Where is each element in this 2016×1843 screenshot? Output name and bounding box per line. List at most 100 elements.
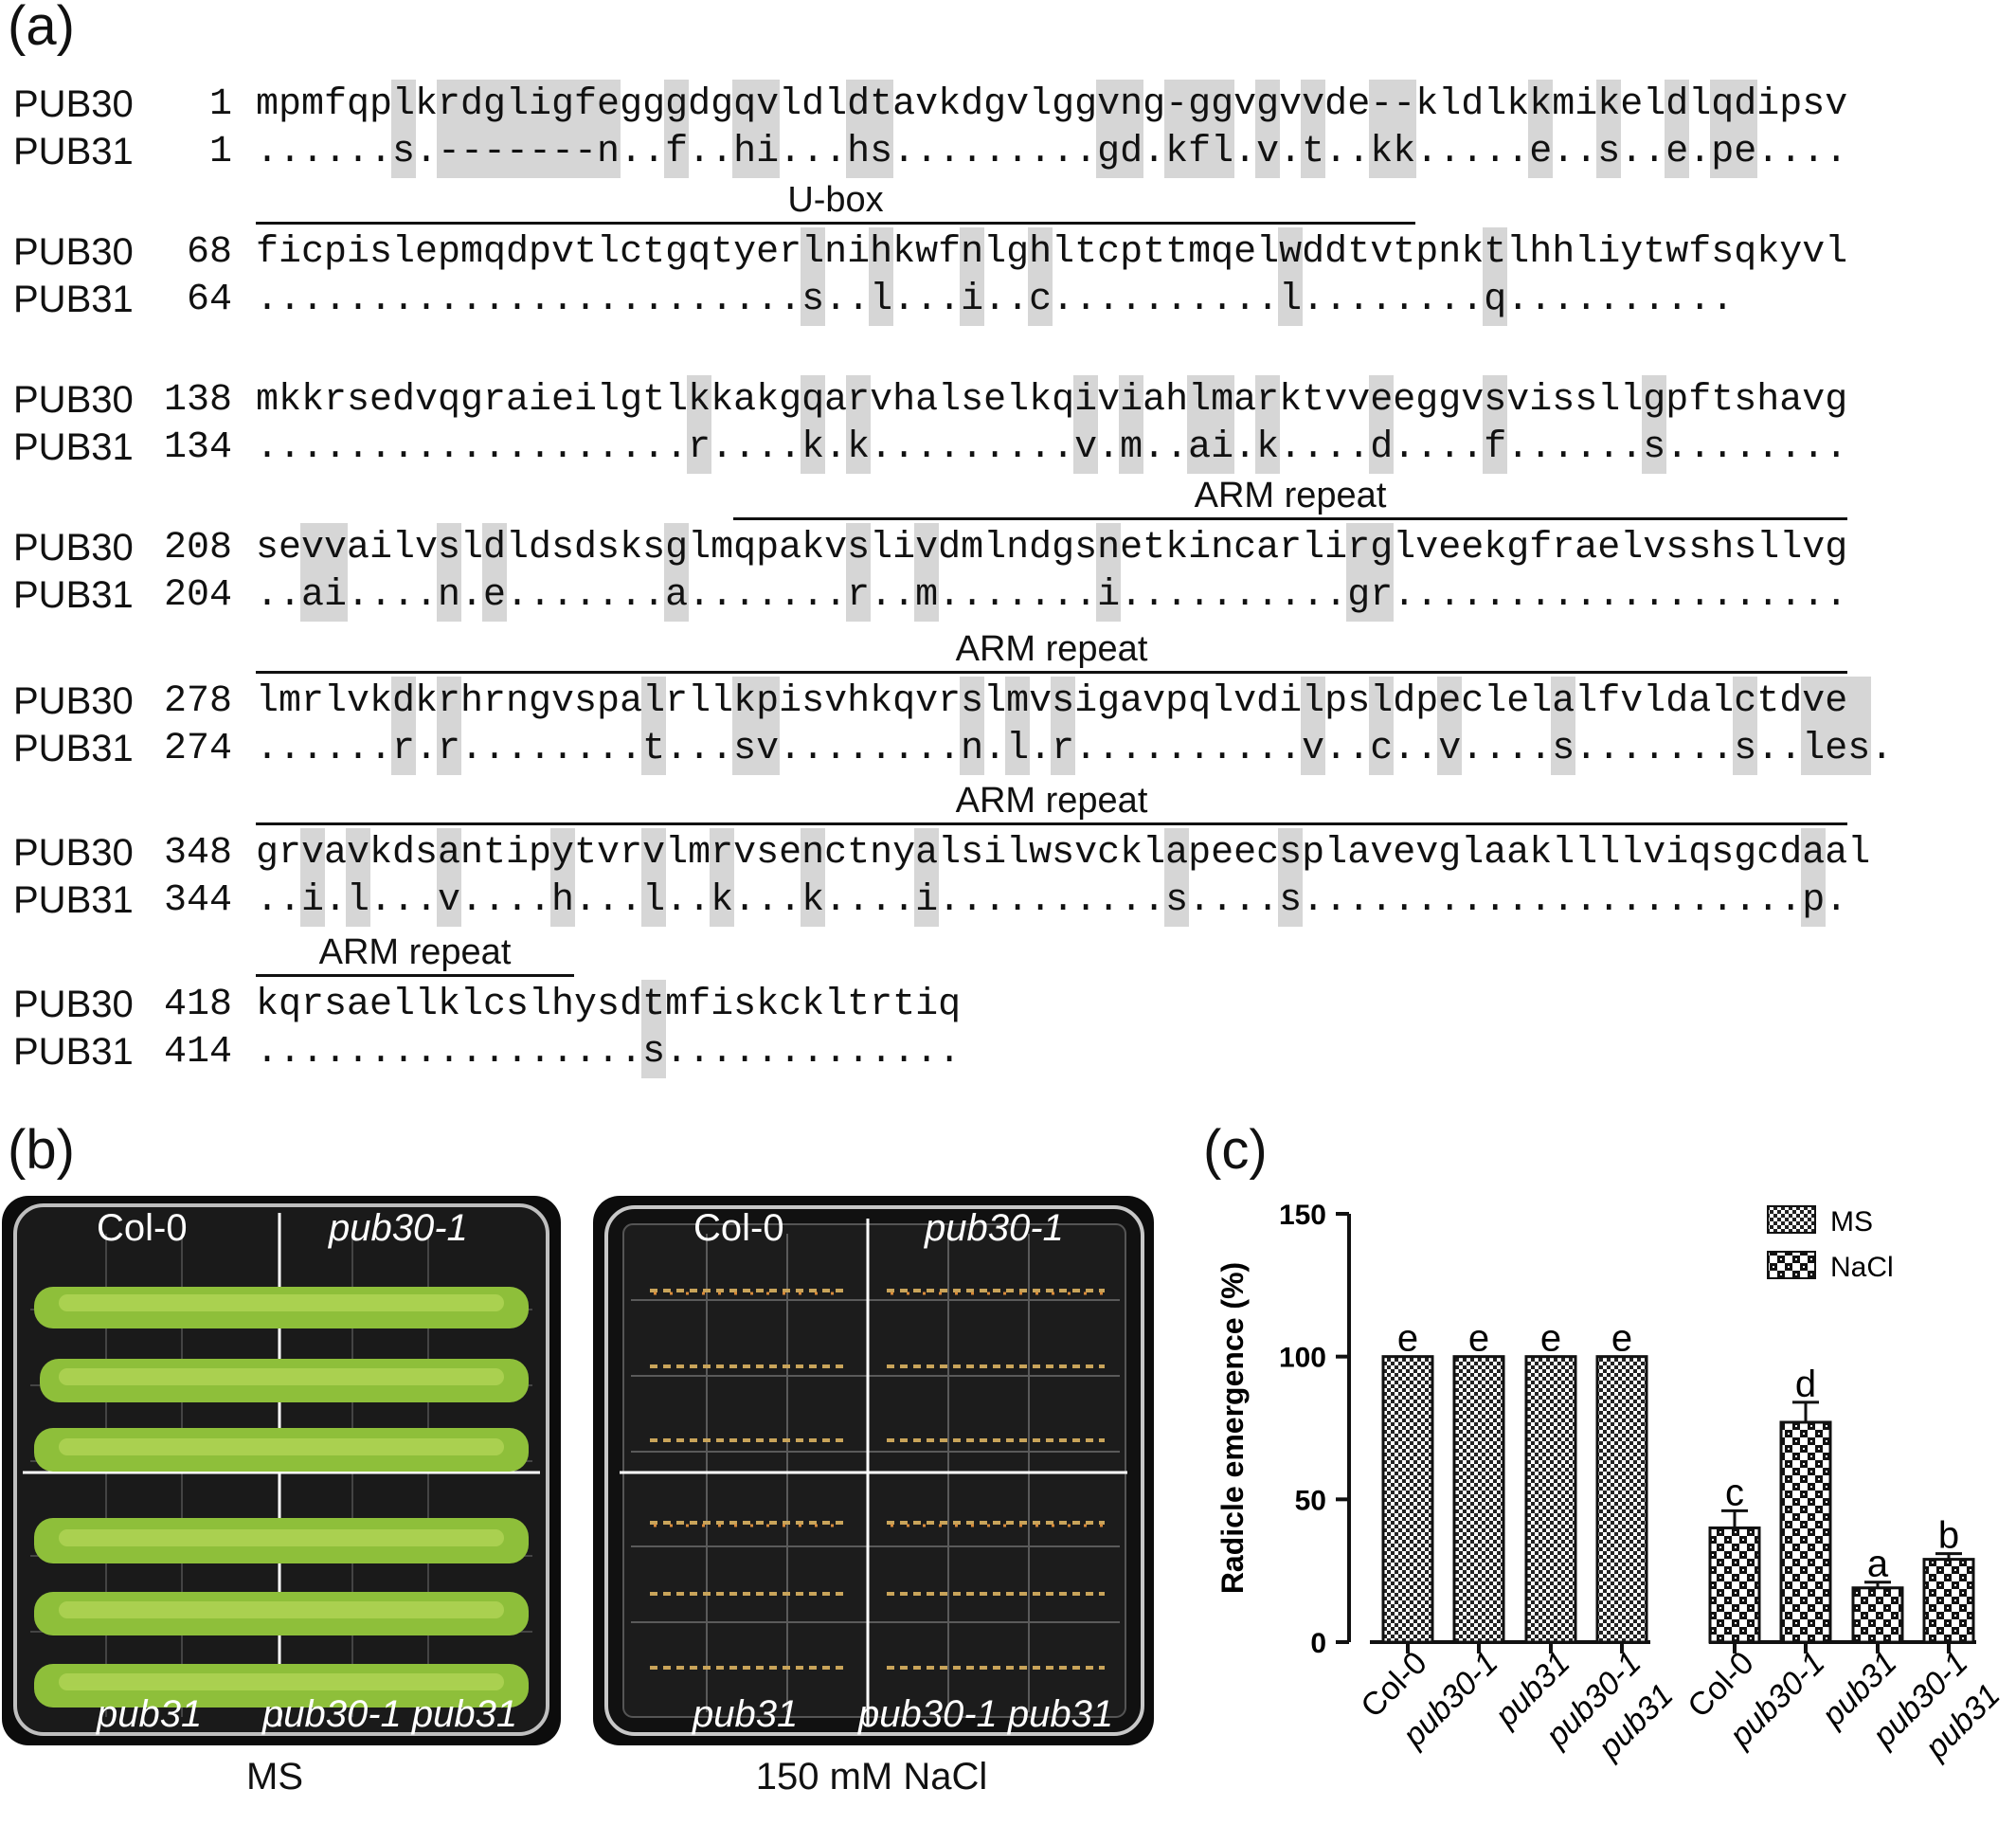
- difference-highlight: [391, 677, 416, 775]
- difference-highlight: [801, 828, 825, 927]
- difference-highlight: [346, 828, 370, 927]
- sequence-start: 204: [163, 574, 232, 617]
- difference-highlight: [641, 980, 666, 1078]
- bar: [1381, 1355, 1434, 1644]
- plate-nacl-label-col0: Col-0: [693, 1207, 784, 1249]
- bar: [1851, 1586, 1904, 1644]
- sequence-start: 208: [163, 527, 232, 569]
- difference-highlight: [1369, 375, 1394, 474]
- difference-highlight: [1096, 80, 1121, 178]
- difference-highlight: [300, 523, 325, 622]
- plate-photo-nacl: Col-0 pub30-1 pub31 pub30-1 pub31: [593, 1196, 1154, 1745]
- difference-highlight: [1119, 80, 1143, 178]
- difference-highlight: [1119, 375, 1143, 474]
- difference-highlight: [1051, 677, 1075, 775]
- difference-highlight: [1369, 677, 1394, 775]
- sequence-residues: sevvailvsldldsdsksglmqpakvslivdmlndgsnet…: [256, 527, 1848, 569]
- difference-highlight: [437, 677, 461, 775]
- significance-letter: a: [1867, 1544, 1889, 1585]
- domain-bar: [256, 671, 1847, 674]
- plate-nacl-caption: 150 mM NaCl: [755, 1756, 988, 1798]
- legend-label: NaCl: [1830, 1252, 1894, 1283]
- sequence-name: PUB31: [13, 131, 134, 172]
- legend-label: MS: [1830, 1206, 1873, 1238]
- sequence-start: 348: [163, 832, 232, 875]
- difference-highlight: [528, 80, 552, 178]
- plate-ms-caption: MS: [246, 1756, 303, 1798]
- difference-highlight: [437, 828, 461, 927]
- difference-highlight: [1528, 80, 1553, 178]
- difference-highlight: [573, 80, 598, 178]
- difference-highlight: [1255, 80, 1280, 178]
- domain-label: ARM repeat: [955, 629, 1148, 669]
- sequence-start: 134: [163, 426, 232, 469]
- difference-highlight: [459, 80, 484, 178]
- plate-ms-label-double: pub30-1 pub31: [262, 1693, 518, 1735]
- plate-ms-label-pub31: pub31: [97, 1693, 203, 1735]
- difference-highlight: [1028, 227, 1053, 326]
- domain-bar: [256, 822, 1847, 825]
- difference-highlight: [482, 80, 507, 178]
- sequence-name: PUB30: [13, 83, 134, 125]
- bar: [1452, 1355, 1505, 1644]
- significance-letter: d: [1795, 1364, 1816, 1405]
- sequence-name: PUB31: [13, 879, 134, 921]
- sequence-start: 274: [163, 728, 232, 770]
- difference-highlight: [1096, 523, 1121, 622]
- difference-highlight: [960, 677, 984, 775]
- difference-highlight: [1278, 227, 1303, 326]
- domain-label: ARM repeat: [955, 781, 1148, 821]
- sequence-residues: ......r.r........t...sv........n.l.r....…: [256, 728, 1894, 770]
- plate-nacl-label-pub30-1: pub30-1: [925, 1207, 1064, 1249]
- difference-highlight: [732, 677, 757, 775]
- difference-highlight: [710, 828, 734, 927]
- difference-highlight: [1278, 828, 1303, 927]
- difference-highlight: [1210, 80, 1234, 178]
- difference-highlight: [846, 523, 871, 622]
- difference-highlight: [1733, 677, 1757, 775]
- sequence-start: 1: [208, 83, 232, 126]
- domain-label: ARM repeat: [318, 932, 512, 972]
- significance-letter: e: [1468, 1318, 1489, 1360]
- sequence-name: PUB30: [13, 832, 134, 874]
- sequence-start: 278: [163, 680, 232, 723]
- significance-letter: e: [1540, 1318, 1561, 1360]
- sequence-residues: kqrsaellklcslhysdtmfiskckltrtiq: [256, 984, 962, 1026]
- y-axis-label: Radicle emergence (%): [1215, 1262, 1250, 1594]
- sequence-name: PUB30: [13, 680, 134, 722]
- significance-letter: b: [1938, 1515, 1959, 1557]
- domain-bar: [733, 517, 1847, 520]
- sequence-residues: grvavkdsantipytvrvlmrvsenctnyalsilwsvckl…: [256, 832, 1871, 875]
- difference-highlight: [437, 523, 461, 622]
- sequence-residues: mpmfqplkrdgligfegggdgqvldldtavkdgvlggvng…: [256, 83, 1848, 126]
- plate-nacl-label-pub31: pub31: [693, 1693, 799, 1735]
- sequence-name: PUB31: [13, 728, 134, 769]
- y-tick-label: 100: [1279, 1343, 1326, 1374]
- sequence-residues: ........................s..l...i..c.....…: [256, 279, 1735, 321]
- sequence-start: 64: [186, 279, 232, 321]
- difference-highlight: [1301, 80, 1325, 178]
- difference-highlight: [323, 523, 348, 622]
- sequence-residues: ...................r....k.k.........v.m.…: [256, 426, 1848, 469]
- difference-highlight: [1346, 523, 1371, 622]
- difference-highlight: [755, 80, 780, 178]
- difference-highlight: [437, 80, 461, 178]
- sequence-name: PUB31: [13, 1031, 134, 1073]
- difference-highlight: [505, 80, 530, 178]
- y-tick-label: 0: [1310, 1628, 1326, 1659]
- sequence-residues: ......s.-------n..f..hi...hs.........gd.…: [256, 131, 1848, 173]
- difference-highlight: [1483, 375, 1507, 474]
- difference-highlight: [1164, 828, 1189, 927]
- sequence-start: 344: [163, 879, 232, 922]
- difference-highlight: [914, 828, 939, 927]
- sequence-name: PUB31: [13, 426, 134, 468]
- difference-highlight: [1801, 828, 1826, 927]
- sequence-start: 68: [186, 231, 232, 274]
- legend-swatch: [1767, 1205, 1816, 1234]
- significance-letter: e: [1397, 1318, 1418, 1360]
- bar: [1595, 1355, 1648, 1644]
- difference-highlight: [1846, 677, 1871, 775]
- difference-highlight: [801, 375, 825, 474]
- sequence-name: PUB30: [13, 984, 134, 1025]
- difference-highlight: [1801, 677, 1826, 775]
